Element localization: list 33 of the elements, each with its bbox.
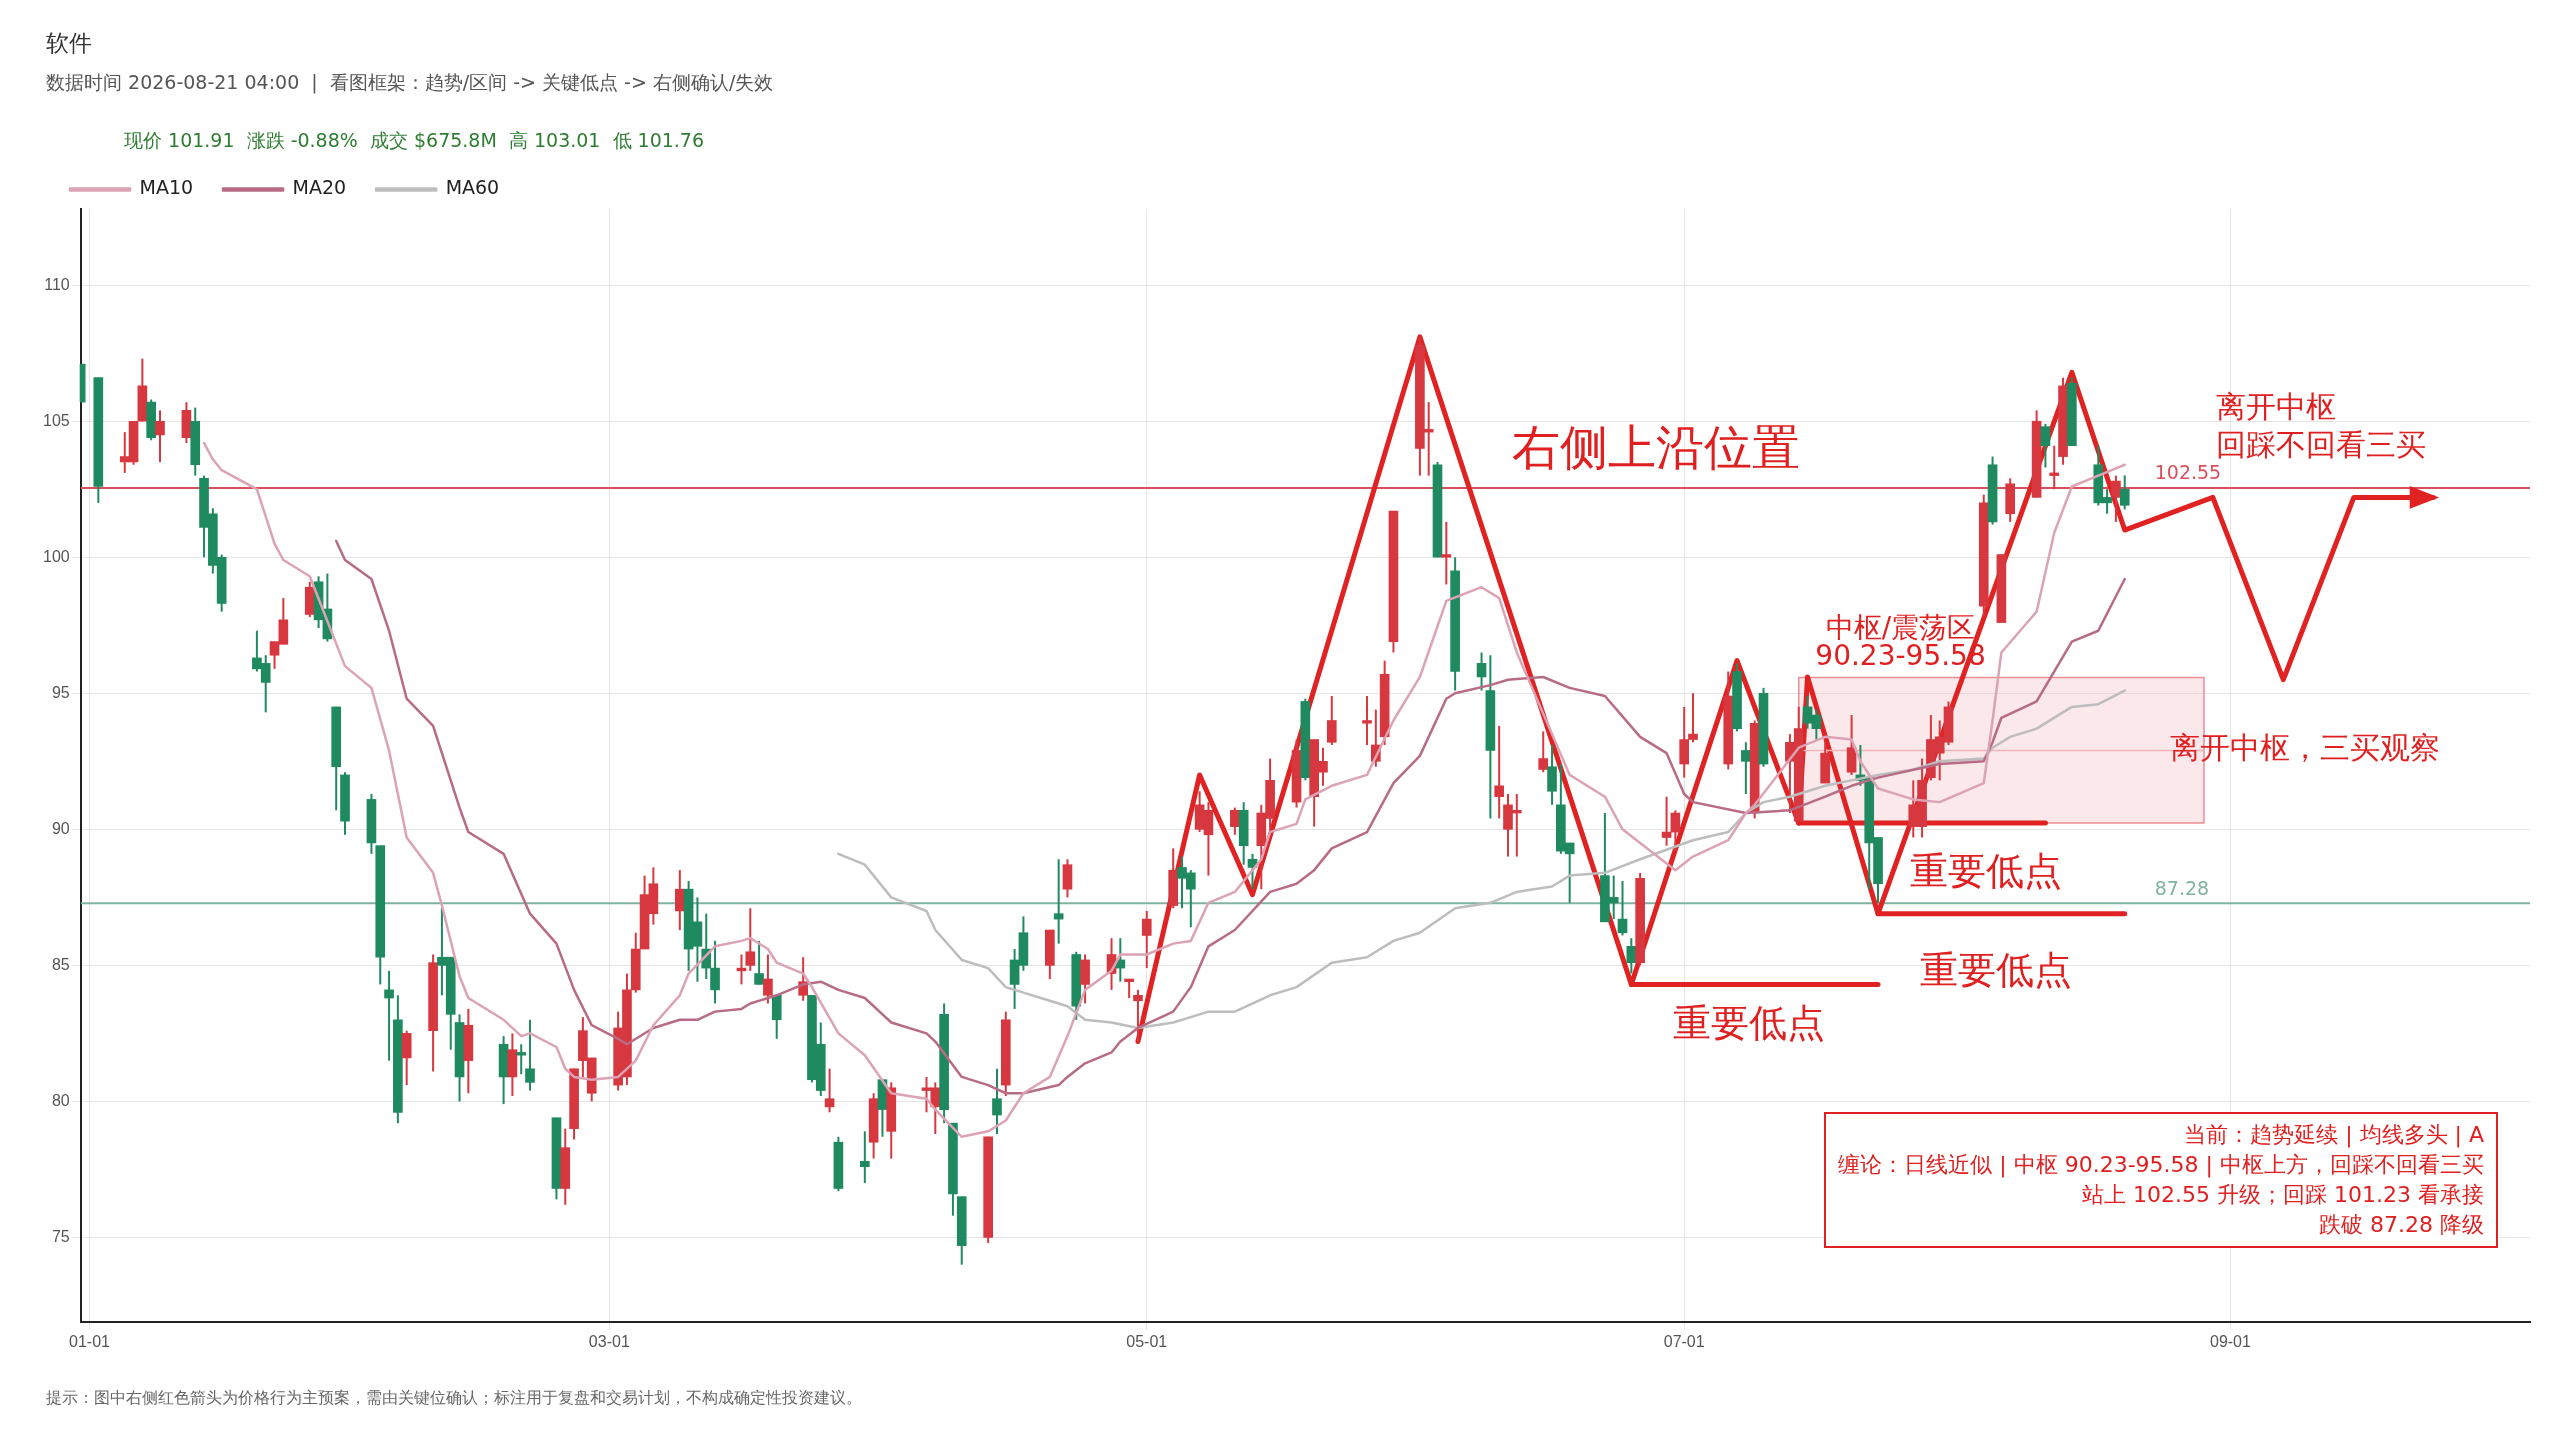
annotation: 回踩不回看三买 bbox=[2216, 426, 2427, 462]
x-tick-label: 03-01 bbox=[588, 1332, 630, 1350]
y-tick-label: 105 bbox=[42, 411, 70, 429]
x-tick-label: 01-01 bbox=[69, 1332, 111, 1350]
x-tick-label: 05-01 bbox=[1126, 1332, 1168, 1350]
y-tick-label: 75 bbox=[51, 1227, 70, 1245]
annotation: 缠论：日线近似 | 中枢 90.23-95.58 | 中枢上方，回踩不回看三买 bbox=[1838, 1151, 2484, 1180]
annotation: 当前：趋势延续 | 均线多头 | A bbox=[2183, 1121, 2484, 1150]
y-tick-label: 110 bbox=[44, 275, 70, 293]
chart-subtitle: 数据时间 2026-08-21 04:00 | 看图框架：趋势/区间 -> 关键低点 -> 右侧确认/失效 bbox=[46, 70, 774, 96]
ref-line-label: 102.55 bbox=[2154, 461, 2222, 484]
text: 提示：图中右侧红色箭头为价格行为主预案，需由关键位确认；标注用于复盘和交易计划，不构成确定性投资建议。 bbox=[46, 1388, 862, 1409]
y-tick-label: 95 bbox=[51, 683, 70, 701]
annotation: 重要低点 bbox=[1910, 849, 2063, 894]
y-tick-label: 80 bbox=[51, 1091, 70, 1109]
legend-label: MA20 bbox=[292, 176, 347, 199]
x-tick-label: 07-01 bbox=[1663, 1332, 1705, 1350]
chart-title: 软件 bbox=[46, 29, 92, 58]
x-tick-label: 09-01 bbox=[2209, 1332, 2252, 1350]
annotation: 站上 102.55 升级；回踩 101.23 看承接 bbox=[2081, 1181, 2484, 1209]
annotation: 离开中枢，三买观察 bbox=[2169, 729, 2440, 765]
legend-label: MA60 bbox=[445, 176, 500, 199]
text: 现价 101.91 涨跌 -0.88% 成交 $675.8M 高 103.01 低 101.76 bbox=[124, 128, 705, 153]
y-tick-label: 90 bbox=[51, 819, 70, 837]
legend-label: MA10 bbox=[139, 176, 194, 199]
y-tick-label: 100 bbox=[42, 547, 70, 565]
annotation: 离开中枢 bbox=[2216, 389, 2337, 425]
y-tick-label: 85 bbox=[51, 955, 70, 973]
annotation: 重要低点 bbox=[1920, 948, 2073, 993]
annotation: 跌破 87.28 降级 bbox=[2318, 1211, 2484, 1239]
annotation: 右侧上沿位置 bbox=[1511, 419, 1800, 476]
annotation: 重要低点 bbox=[1672, 1000, 1825, 1045]
ref-line-label: 87.28 bbox=[2154, 876, 2210, 899]
